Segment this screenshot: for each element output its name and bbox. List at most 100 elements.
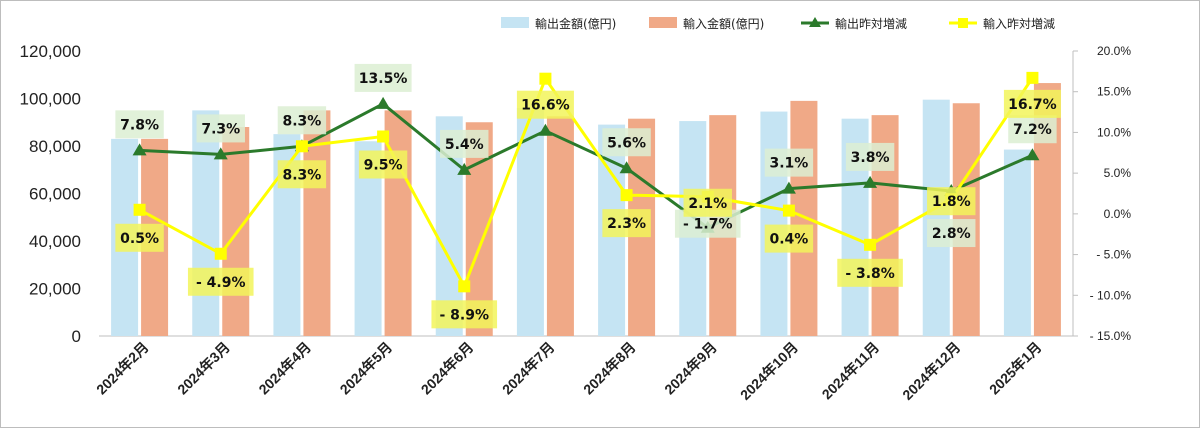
x-axis-tick-label: 2025年1月 [986, 339, 1045, 398]
export-yoy-data-label: 7.3% [201, 121, 240, 137]
import-yoy-data-label: 2.1% [688, 196, 727, 212]
export-yoy-data-label-bg [196, 114, 245, 143]
bar-export [516, 108, 544, 336]
import-yoy-data-label: - 8.9% [439, 307, 489, 323]
x-axis-tick-label: 2024年8月 [580, 339, 639, 398]
import-yoy-point [539, 72, 552, 85]
import-yoy-point [1026, 71, 1039, 84]
left-axis-tick-label: 100,000 [20, 90, 81, 109]
import-yoy-data-label: 8.3% [283, 167, 322, 183]
import-yoy-data-label: - 3.8% [845, 266, 895, 282]
import-yoy-point [782, 204, 795, 217]
export-yoy-point [538, 123, 553, 136]
export-yoy-line [139, 102, 1034, 230]
right-axis-tick-label: 0.0% [1104, 207, 1132, 221]
import-yoy-data-label-bg [115, 223, 164, 252]
export-yoy-data-label: 7.8% [120, 117, 159, 133]
import-yoy-data-label: - 4.9% [196, 275, 246, 291]
import-yoy-data-label: 2.3% [607, 216, 646, 232]
right-axis-tick-label: - 15.0% [1090, 329, 1132, 343]
import-yoy-data-label: 16.6% [521, 98, 570, 114]
import-yoy-point [214, 247, 227, 260]
x-axis-tick-label: 2024年10月 [737, 339, 801, 403]
export-yoy-data-label-bg [602, 128, 651, 157]
x-axis-tick-label: 2024年12月 [899, 339, 963, 403]
legend-label: 輸入金額(億円) [683, 16, 764, 31]
bar-export [192, 110, 220, 336]
bar-export [1003, 149, 1031, 336]
right-axis-tick-label: 10.0% [1097, 125, 1131, 139]
left-axis-tick-label: 80,000 [29, 137, 81, 156]
export-yoy-data-label: 7.2% [1013, 122, 1052, 138]
export-yoy-point [619, 161, 634, 174]
export-yoy-point [781, 181, 796, 194]
import-yoy-point [377, 130, 390, 143]
import-yoy-data-label-bg [277, 160, 327, 189]
export-yoy-point [376, 96, 391, 109]
left-axis-tick-label: 40,000 [29, 232, 81, 251]
export-yoy-data-label-bg [354, 63, 412, 92]
bar-import [546, 116, 574, 336]
export-yoy-data-label-bg [845, 142, 895, 171]
import-yoy-data-label: 9.5% [364, 158, 403, 174]
legend-label: 輸出昨対増減 [835, 16, 907, 31]
export-yoy-data-label: - 1.7% [683, 217, 733, 233]
import-yoy-point [864, 238, 877, 251]
import-yoy-point [133, 203, 146, 216]
bar-export [760, 111, 788, 336]
x-axis-tick-label: 2024年5月 [337, 339, 396, 398]
import-yoy-data-label-bg [358, 150, 408, 179]
x-axis-tick-label: 2024年3月 [174, 339, 233, 398]
import-yoy-data-label: 0.4% [770, 232, 809, 248]
export-yoy-data-label-bg [277, 106, 327, 135]
import-yoy-data-label-bg [837, 258, 903, 287]
legend-marker [809, 17, 821, 27]
legend-swatch [649, 17, 677, 28]
import-yoy-data-label-bg [927, 187, 976, 216]
export-yoy-point [1025, 148, 1040, 161]
legend-marker [958, 18, 968, 28]
import-yoy-data-label-bg [1003, 89, 1061, 118]
left-axis-tick-label: 20,000 [29, 280, 81, 299]
legend-label: 輸入昨対増減 [983, 16, 1055, 31]
import-yoy-data-label-bg [187, 267, 254, 296]
right-axis-tick-label: 20.0% [1097, 44, 1131, 58]
export-yoy-point [213, 147, 228, 160]
export-yoy-data-label: 2.8% [932, 226, 971, 242]
left-axis-tick-label: 0 [72, 327, 81, 346]
export-yoy-data-label: 8.3% [283, 113, 322, 129]
export-yoy-data-label: 3.8% [851, 150, 890, 166]
import-yoy-data-label-bg [683, 188, 732, 217]
x-axis-tick-label: 2024年7月 [499, 339, 558, 398]
export-yoy-point [132, 143, 147, 156]
export-yoy-data-label: 3.1% [770, 156, 809, 172]
legend-swatch [501, 17, 529, 28]
export-yoy-data-label-bg [1008, 115, 1057, 144]
export-yoy-data-label-bg [440, 129, 489, 158]
import-yoy-data-label-bg [516, 90, 574, 119]
import-yoy-data-label: 16.7% [1008, 97, 1057, 113]
x-axis-tick-label: 2024年2月 [93, 339, 152, 398]
export-yoy-data-label: 13.5% [359, 71, 408, 87]
export-yoy-data-label-bg [115, 110, 164, 139]
right-axis-tick-label: 5.0% [1104, 166, 1132, 180]
export-yoy-point [457, 162, 472, 175]
x-axis-tick-label: 2024年11月 [819, 339, 883, 403]
import-yoy-data-label: 1.8% [932, 194, 971, 210]
legend-label: 輸出金額(億円) [535, 16, 616, 31]
export-yoy-data-label: 5.6% [607, 135, 646, 151]
import-yoy-data-label-bg [764, 224, 814, 253]
import-yoy-data-label-bg [602, 209, 651, 238]
export-yoy-data-label: 5.4% [445, 137, 484, 153]
bar-export [922, 99, 950, 336]
import-yoy-data-label-bg [431, 300, 498, 329]
import-yoy-point [458, 280, 471, 293]
import-yoy-point [295, 140, 308, 153]
import-yoy-data-label: 0.5% [120, 231, 159, 247]
left-axis-tick-label: 60,000 [29, 185, 81, 204]
export-yoy-data-label-bg [764, 148, 814, 177]
export-yoy-point [863, 175, 878, 188]
x-axis-tick-label: 2024年6月 [418, 339, 477, 398]
